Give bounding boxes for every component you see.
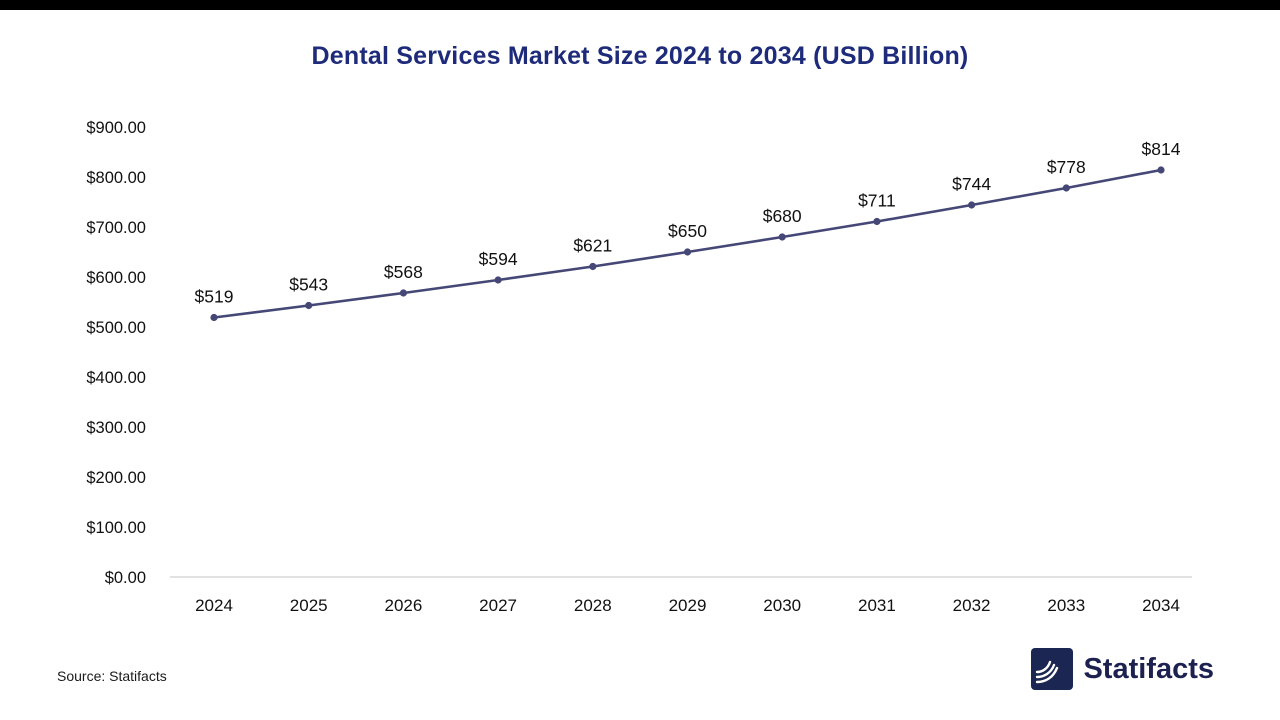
data-point-label: $568 — [384, 262, 423, 282]
data-point-label: $680 — [763, 206, 802, 226]
data-point-label: $650 — [668, 221, 707, 241]
y-axis-tick-label: $200.00 — [86, 469, 146, 487]
y-axis-tick-label: $400.00 — [86, 369, 146, 387]
y-axis-tick-label: $600.00 — [86, 269, 146, 287]
data-point-label: $543 — [289, 275, 328, 295]
data-point-label: $778 — [1047, 157, 1086, 177]
source-attribution: Source: Statifacts — [57, 668, 167, 684]
data-point-label: $519 — [195, 287, 234, 307]
line-chart: $0.00 $100.00 $200.00 $300.00 $400.00 $500.00… — [86, 119, 1192, 615]
x-axis-tick-label: 2033 — [1047, 596, 1085, 615]
data-point-label: $621 — [573, 236, 612, 256]
data-point-label: $711 — [858, 191, 896, 211]
statifacts-logo-icon — [1031, 648, 1074, 690]
y-axis-tick-label: $800.00 — [86, 169, 146, 187]
x-axis-tick-label: 2024 — [195, 596, 233, 615]
data-point — [1157, 166, 1165, 174]
top-black-bar — [0, 0, 1280, 10]
y-axis-tick-label: $700.00 — [86, 219, 146, 237]
data-point-label: $744 — [952, 174, 991, 194]
x-axis-tick-label: 2025 — [290, 596, 328, 615]
x-axis-tick-label: 2026 — [384, 596, 422, 615]
data-point — [873, 217, 881, 226]
y-axis-tick-label: $100.00 — [86, 519, 146, 537]
data-point-label: $594 — [479, 249, 518, 269]
series-line — [212, 168, 1163, 319]
data-point — [305, 301, 313, 310]
x-axis-tick-label: 2034 — [1142, 596, 1180, 615]
data-point — [968, 201, 976, 209]
data-point — [1062, 184, 1070, 192]
data-point — [210, 313, 218, 322]
y-axis-tick-label: $900.00 — [86, 119, 146, 137]
x-axis-tick-label: 2032 — [953, 596, 991, 615]
data-point — [494, 276, 502, 284]
data-point — [399, 289, 407, 297]
x-axis-tick-label: 2031 — [858, 596, 896, 615]
x-axis-tick-label: 2029 — [669, 596, 707, 615]
brand-footer: Statifacts — [1031, 648, 1214, 690]
data-point — [683, 248, 692, 256]
x-axis-tick-label: 2027 — [479, 596, 517, 615]
x-axis-tick-label: 2030 — [763, 596, 801, 615]
y-axis-tick-label: $300.00 — [86, 419, 146, 437]
chart-title: Dental Services Market Size 2024 to 2034… — [311, 42, 969, 70]
data-point — [589, 262, 597, 271]
statifacts-logo-text: Statifacts — [1083, 652, 1214, 685]
y-axis-tick-label: $0.00 — [105, 569, 146, 587]
y-axis-tick-label: $500.00 — [86, 319, 146, 337]
x-axis-tick-label: 2028 — [574, 596, 612, 615]
data-point — [778, 233, 786, 241]
data-point-label: $814 — [1142, 139, 1181, 159]
